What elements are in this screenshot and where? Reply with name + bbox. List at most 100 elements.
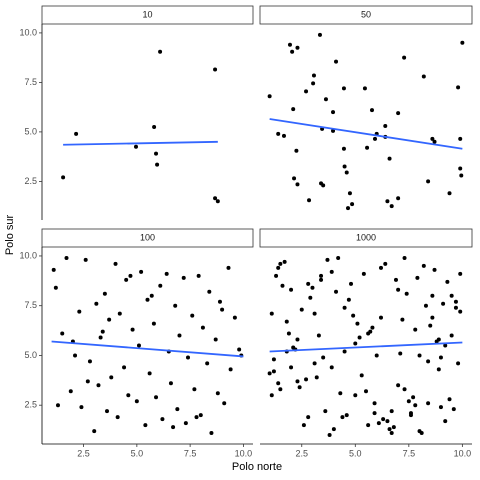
- point: [426, 179, 431, 184]
- point: [426, 401, 431, 406]
- point: [307, 198, 312, 203]
- point: [274, 273, 279, 278]
- y-tick-label: 5.0: [24, 350, 37, 360]
- x-axis-title: Polo norte: [232, 461, 282, 473]
- point: [323, 97, 328, 102]
- point: [292, 176, 297, 181]
- point: [402, 55, 407, 60]
- point: [438, 355, 443, 360]
- point: [294, 148, 299, 153]
- point: [426, 359, 431, 364]
- point: [415, 275, 420, 280]
- strip: [259, 5, 473, 25]
- point: [295, 337, 300, 342]
- point: [385, 419, 390, 424]
- point: [430, 136, 435, 141]
- point: [154, 395, 159, 400]
- point: [64, 255, 69, 260]
- trend-line: [63, 140, 218, 146]
- point: [323, 409, 328, 414]
- point: [372, 401, 377, 406]
- point: [168, 381, 173, 386]
- point: [290, 49, 295, 54]
- point: [430, 315, 435, 320]
- point: [447, 191, 452, 196]
- point: [389, 431, 394, 436]
- point: [173, 303, 178, 308]
- x-tick-label: 5.0: [349, 448, 362, 458]
- point: [400, 317, 405, 322]
- point: [413, 327, 418, 332]
- point: [51, 267, 56, 272]
- point: [55, 403, 60, 408]
- point: [391, 425, 396, 430]
- point: [147, 371, 152, 376]
- point: [417, 429, 422, 434]
- point: [299, 307, 304, 312]
- point: [362, 86, 367, 91]
- point: [353, 393, 358, 398]
- strip: [41, 5, 254, 25]
- point: [276, 265, 281, 270]
- point: [77, 309, 82, 314]
- point: [155, 162, 160, 167]
- y-tick-label: 2.5: [24, 400, 37, 410]
- point: [113, 261, 118, 266]
- point: [94, 301, 99, 306]
- point: [175, 407, 180, 412]
- point: [350, 202, 355, 207]
- point: [458, 271, 463, 276]
- point: [432, 267, 437, 272]
- point: [321, 183, 326, 188]
- point: [96, 383, 101, 388]
- point: [136, 343, 141, 348]
- point: [139, 269, 144, 274]
- point: [280, 283, 285, 288]
- point: [185, 355, 190, 360]
- point: [151, 321, 156, 326]
- point: [453, 305, 458, 310]
- point: [314, 375, 319, 380]
- point: [311, 81, 316, 86]
- point: [126, 393, 131, 398]
- point: [149, 293, 154, 298]
- point: [209, 431, 214, 436]
- point: [152, 124, 157, 129]
- point: [366, 423, 371, 428]
- point: [369, 108, 374, 113]
- point: [402, 255, 407, 260]
- point: [295, 45, 300, 50]
- point: [387, 427, 392, 432]
- point: [160, 417, 165, 422]
- point: [447, 397, 452, 402]
- point: [215, 199, 220, 204]
- point: [460, 40, 465, 45]
- point: [312, 361, 317, 366]
- point: [282, 259, 287, 264]
- point: [364, 389, 368, 394]
- point: [164, 271, 169, 276]
- point: [428, 323, 433, 328]
- point: [347, 191, 352, 196]
- point: [301, 423, 306, 428]
- point: [278, 387, 283, 392]
- point: [194, 415, 199, 420]
- point: [190, 313, 195, 318]
- point: [456, 85, 461, 90]
- point: [158, 283, 163, 288]
- point: [456, 361, 461, 366]
- x-tick-label: 7.5: [403, 448, 416, 458]
- point: [158, 49, 163, 54]
- point: [336, 255, 341, 260]
- trend-line: [51, 340, 244, 358]
- point: [396, 111, 401, 116]
- point: [295, 182, 300, 187]
- point: [359, 373, 364, 378]
- point: [334, 59, 339, 64]
- point: [357, 335, 362, 340]
- point: [349, 281, 354, 286]
- point: [381, 417, 386, 422]
- point: [325, 257, 330, 262]
- point: [449, 333, 454, 338]
